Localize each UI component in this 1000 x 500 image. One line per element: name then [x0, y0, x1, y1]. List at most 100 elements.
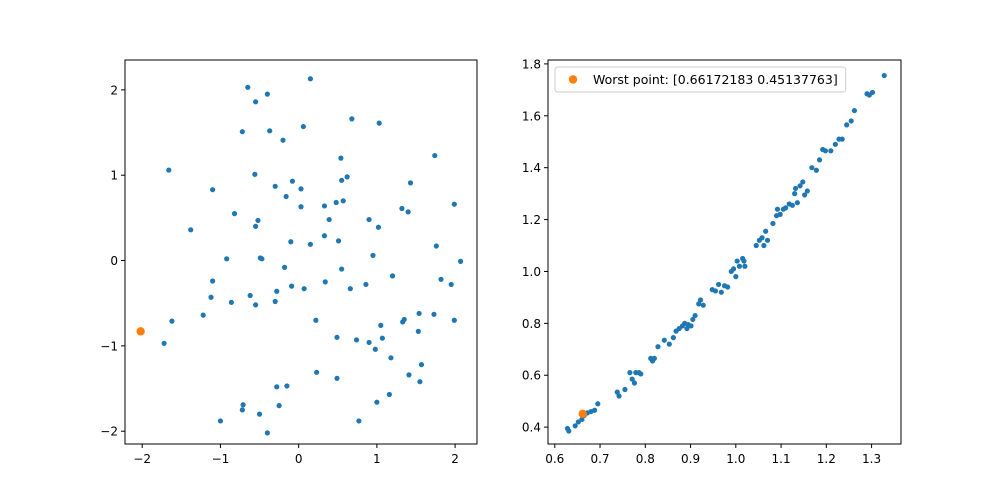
data-point-1-77 [822, 148, 829, 154]
data-point-1-22 [655, 344, 661, 350]
data-point-0-62 [253, 302, 259, 308]
y-tick-label-1-1: 0.6 [522, 369, 541, 383]
data-point-0-29 [231, 211, 238, 217]
data-point-0-70 [451, 317, 457, 323]
data-point-0-24 [321, 203, 328, 209]
data-point-1-70 [800, 179, 806, 185]
data-point-0-34 [375, 224, 382, 230]
x-tick-label-1-4: 1.0 [726, 452, 745, 466]
data-point-0-14 [344, 174, 350, 180]
data-point-0-82 [314, 369, 320, 375]
x-tick-label-0-1: −1 [212, 452, 230, 466]
legend-marker [568, 75, 578, 84]
y-tick-label-1-6: 1.6 [522, 109, 541, 123]
data-point-0-59 [247, 292, 253, 299]
data-point-0-49 [438, 276, 444, 282]
data-point-1-15 [631, 380, 638, 386]
x-tick-label-1-2: 0.8 [636, 452, 655, 466]
data-point-0-35 [188, 227, 194, 233]
data-point-1-58 [770, 220, 776, 227]
data-point-0-66 [169, 318, 175, 324]
data-point-1-84 [851, 107, 857, 114]
data-point-0-61 [272, 298, 278, 305]
axes-frame-1 [547, 59, 902, 445]
data-point-1-50 [741, 258, 747, 264]
data-point-0-91 [239, 407, 245, 413]
data-point-0-52 [448, 281, 454, 288]
data-point-0-50 [210, 278, 216, 284]
data-point-1-75 [816, 157, 823, 163]
data-point-1-87 [869, 89, 876, 96]
data-point-0-43 [259, 256, 265, 262]
data-point-1-65 [789, 202, 795, 208]
data-point-1-83 [848, 118, 854, 124]
data-point-1-63 [782, 205, 789, 211]
data-point-0-27 [399, 205, 405, 212]
x-tick-label-1-0: 0.6 [545, 452, 564, 466]
data-point-1-11 [616, 393, 622, 399]
data-point-1-1 [566, 428, 572, 434]
data-point-0-3 [253, 99, 259, 105]
data-point-0-23 [340, 198, 346, 204]
data-point-1-24 [666, 341, 672, 347]
data-point-0-36 [321, 233, 328, 239]
right-scatter-panel: 0.6 0.7 0.8 0.9 1.0 1.1 1.2 1.3 0.4 0.6 0.8 1.0 1.2 1… [522, 57, 902, 466]
data-point-1-9 [595, 401, 601, 407]
data-point-0-45 [457, 258, 464, 264]
data-point-1-48 [736, 263, 743, 269]
data-point-1-81 [839, 136, 845, 142]
y-tick-label-1-7: 1.8 [522, 57, 541, 71]
data-point-0-25 [298, 204, 304, 210]
data-point-0-46 [281, 264, 288, 270]
data-point-1-51 [742, 263, 748, 269]
data-point-0-44 [224, 256, 230, 262]
data-point-0-73 [334, 334, 340, 340]
data-point-0-85 [284, 383, 290, 389]
data-point-0-40 [433, 243, 439, 249]
data-point-0-20 [210, 187, 216, 193]
data-point-0-47 [339, 266, 345, 272]
data-point-1-32 [688, 323, 694, 329]
data-point-1-8 [592, 407, 598, 413]
data-point-0-63 [416, 310, 422, 317]
data-point-0-6 [300, 123, 306, 130]
data-point-1-72 [804, 188, 810, 194]
data-point-0-80 [418, 362, 425, 368]
data-point-0-65 [200, 312, 206, 318]
data-point-0-32 [255, 217, 261, 224]
legend: Worst point: [0.66172183 0.45137763] [554, 66, 847, 93]
data-point-0-16 [339, 177, 345, 183]
data-point-0-10 [166, 167, 172, 173]
data-point-0-1 [307, 76, 313, 82]
x-tick-label-1-6: 1.2 [817, 452, 836, 466]
data-point-0-21 [283, 193, 289, 200]
data-point-1-18 [638, 371, 644, 377]
data-point-1-60 [774, 206, 781, 212]
data-point-1-35 [696, 301, 702, 307]
data-point-0-8 [267, 128, 273, 134]
data-point-1-10 [614, 389, 620, 395]
x-tick-label-0-2: 0 [295, 452, 303, 466]
data-point-0-78 [372, 346, 378, 352]
left-scatter-panel: −2 −1 0 1 2 −2 −1 0 1 2 [100, 59, 478, 466]
data-point-1-79 [832, 141, 838, 147]
data-point-1-14 [629, 376, 635, 382]
worst-point-1-0 [578, 409, 587, 418]
data-point-0-92 [256, 411, 263, 417]
data-point-0-68 [400, 319, 406, 325]
x-tick-label-1-7: 1.3 [862, 452, 881, 466]
data-point-1-47 [734, 258, 740, 264]
data-point-1-82 [844, 122, 850, 128]
data-point-1-2 [572, 423, 578, 429]
y-tick-label-1-4: 1.2 [522, 213, 541, 227]
data-point-1-69 [797, 183, 803, 189]
data-point-0-18 [298, 186, 304, 192]
data-point-0-48 [389, 273, 396, 279]
data-point-0-84 [417, 379, 423, 385]
data-point-1-55 [761, 242, 767, 249]
data-point-1-23 [661, 337, 667, 343]
data-point-0-95 [264, 430, 270, 436]
worst-point-0-0 [136, 327, 145, 336]
y-tick-label-0-1: −1 [100, 339, 118, 353]
